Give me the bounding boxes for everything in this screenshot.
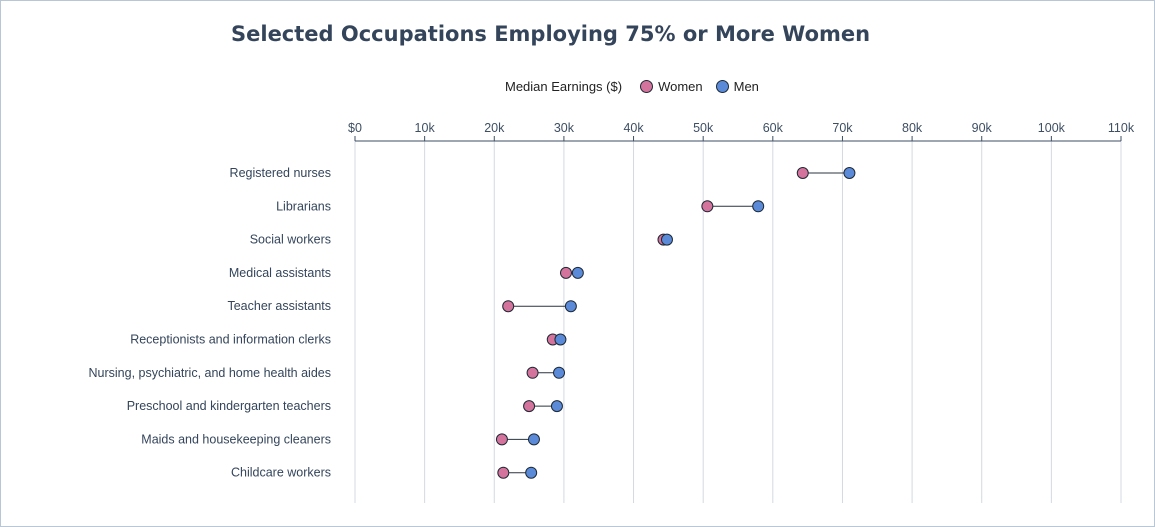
legend-swatch-men <box>715 80 729 93</box>
x-tick-label-2: 20k <box>484 121 505 135</box>
category-label-9: Childcare workers <box>231 466 331 480</box>
x-tick-label-4: 40k <box>623 121 644 135</box>
category-label-7: Preschool and kindergarten teachers <box>127 399 331 413</box>
legend-title: Median Earnings ($) <box>505 79 623 94</box>
point-men-0 <box>843 167 856 179</box>
category-label-6: Nursing, psychiatric, and home health ai… <box>89 366 332 380</box>
legend: Median Earnings ($) Women Men <box>505 79 772 94</box>
category-label-1: Librarians <box>276 199 331 213</box>
point-men-4 <box>564 300 577 313</box>
point-women-1 <box>701 200 714 213</box>
legend-swatch-women <box>640 80 654 93</box>
point-men-6 <box>553 366 566 379</box>
category-label-2: Social workers <box>250 233 331 247</box>
chart-title: Selected Occupations Employing 75% or Mo… <box>231 22 871 46</box>
x-tick-label-1: 10k <box>415 121 436 135</box>
x-tick-label-7: 70k <box>832 121 853 135</box>
legend-label-men: Men <box>733 79 759 94</box>
x-tick-label-6: 60k <box>763 121 784 135</box>
category-label-5: Receptionists and information clerks <box>130 333 331 347</box>
point-women-4 <box>502 300 515 313</box>
point-men-5 <box>554 333 567 346</box>
category-label-0: Registered nurses <box>230 166 331 180</box>
category-label-8: Maids and housekeeping cleaners <box>141 432 331 446</box>
x-tick-label-0: $0 <box>348 121 362 135</box>
point-women-8 <box>495 433 508 446</box>
category-label-3: Medical assistants <box>229 266 331 280</box>
legend-label-women: Women <box>658 79 703 94</box>
legend-item-women: Women <box>640 79 703 94</box>
point-women-0 <box>796 167 809 179</box>
point-women-9 <box>497 466 510 479</box>
point-women-7 <box>523 400 536 413</box>
point-men-8 <box>527 433 540 446</box>
x-tick-label-11: 110k <box>1108 121 1135 135</box>
point-women-3 <box>559 266 572 279</box>
point-men-1 <box>752 200 765 213</box>
category-label-4: Teacher assistants <box>227 299 331 313</box>
x-tick-label-10: 100k <box>1038 121 1066 135</box>
legend-item-men: Men <box>715 79 759 94</box>
x-tick-label-8: 80k <box>902 121 923 135</box>
point-men-9 <box>525 466 538 479</box>
point-men-3 <box>571 266 584 279</box>
x-tick-label-9: 90k <box>972 121 993 135</box>
x-tick-label-5: 50k <box>693 121 714 135</box>
x-tick-label-3: 30k <box>554 121 575 135</box>
point-men-7 <box>550 400 563 413</box>
point-men-2 <box>660 233 673 246</box>
point-women-6 <box>526 366 539 379</box>
